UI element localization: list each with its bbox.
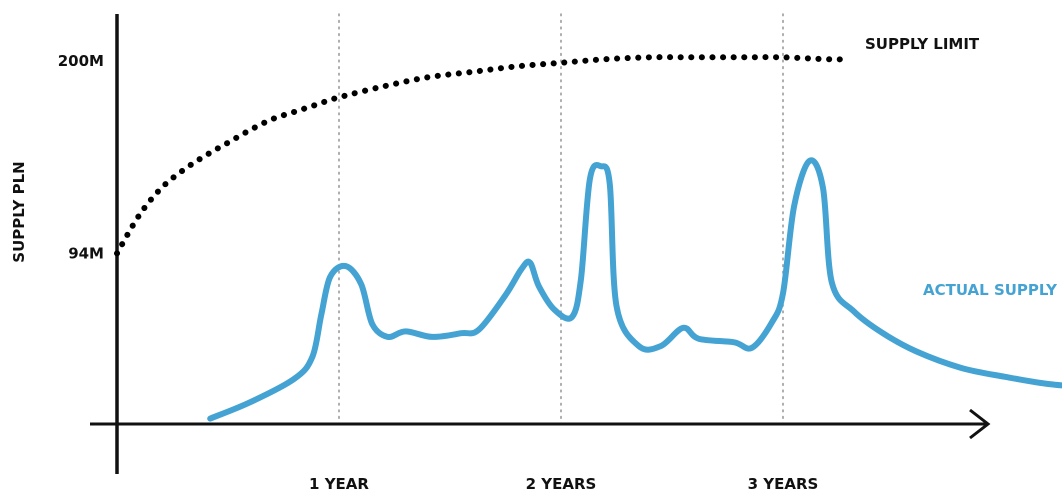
x-axis-arrow-icon bbox=[969, 408, 991, 440]
y-tick-label: 94M bbox=[68, 244, 104, 262]
supply-limit-label: SUPPLY LIMIT bbox=[865, 35, 980, 53]
x-tick-label: 3 YEARS bbox=[748, 475, 819, 493]
x-tick-label: 1 YEAR bbox=[309, 475, 369, 493]
series-layer bbox=[114, 54, 1062, 422]
gridlines bbox=[338, 13, 784, 425]
y-tick-label: 200M bbox=[58, 52, 104, 70]
y-axis-title: SUPPLY PLN bbox=[10, 161, 28, 262]
actual-supply-label: ACTUAL SUPPLY bbox=[923, 281, 1058, 299]
series-line-supply-limit bbox=[114, 54, 853, 257]
x-tick-label: 2 YEARS bbox=[526, 475, 597, 493]
series-line-actual-supply bbox=[207, 157, 1062, 422]
